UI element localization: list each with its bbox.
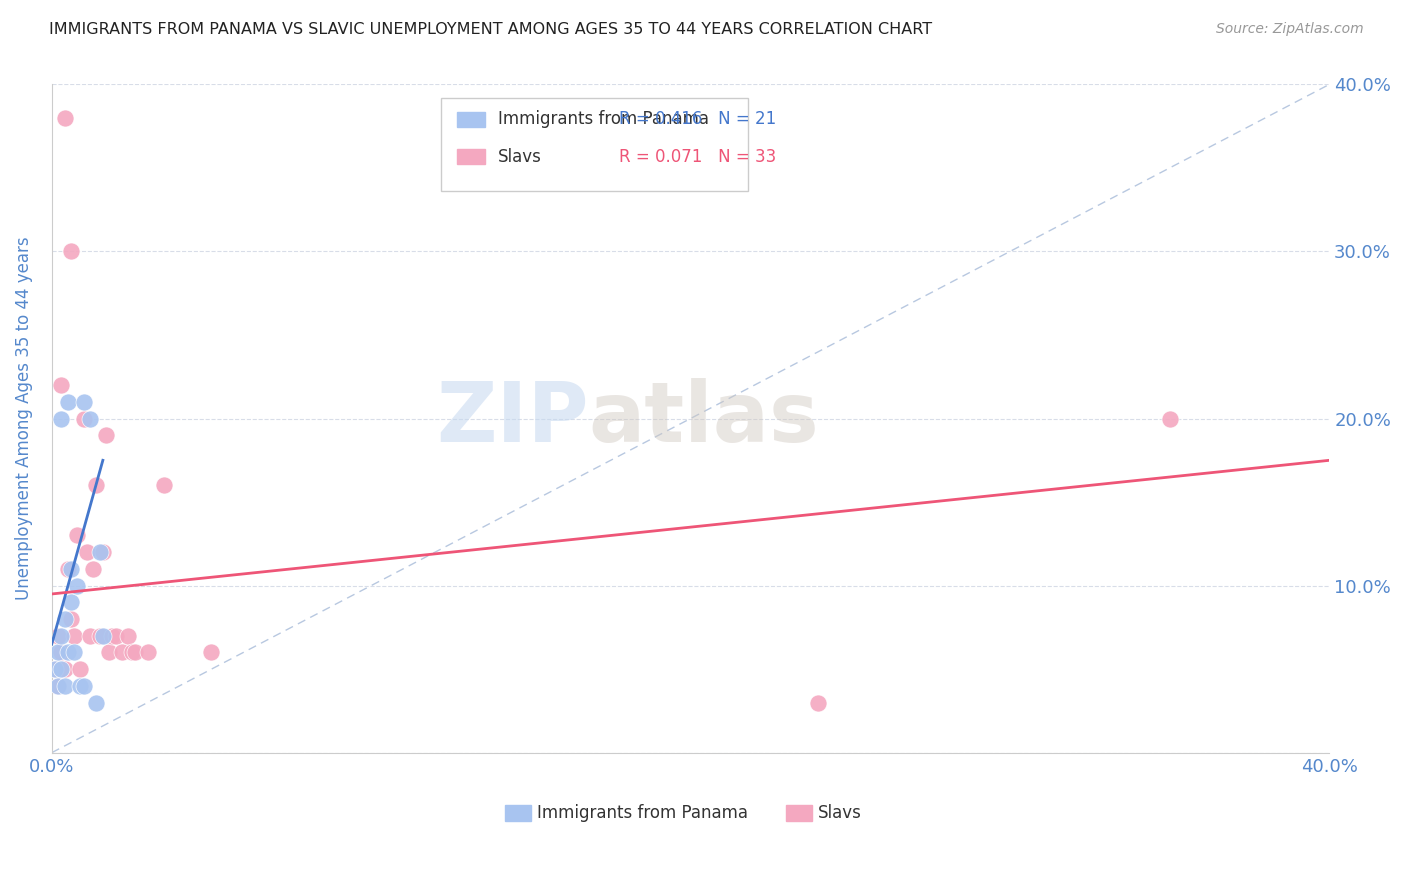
Point: [53, 662, 76, 676]
Point: [79, 629, 101, 643]
Point: [73, 395, 96, 409]
Point: [86, 696, 108, 710]
Point: [94, 428, 117, 442]
FancyBboxPatch shape: [457, 112, 485, 127]
Point: [63, 629, 86, 643]
Point: [51, 662, 73, 676]
Point: [53, 111, 76, 125]
FancyBboxPatch shape: [457, 149, 485, 164]
Point: [91, 629, 114, 643]
Point: [807, 696, 830, 710]
Point: [79, 411, 101, 425]
Point: [136, 645, 159, 659]
Point: [73, 411, 96, 425]
Point: [63, 645, 86, 659]
Point: [59, 244, 82, 259]
Point: [66, 528, 89, 542]
Point: [1159, 411, 1181, 425]
Point: [56, 395, 79, 409]
Point: [46, 679, 69, 693]
Point: [98, 645, 121, 659]
Point: [59, 612, 82, 626]
Text: Source: ZipAtlas.com: Source: ZipAtlas.com: [1216, 22, 1364, 37]
Text: IMMIGRANTS FROM PANAMA VS SLAVIC UNEMPLOYMENT AMONG AGES 35 TO 44 YEARS CORRELAT: IMMIGRANTS FROM PANAMA VS SLAVIC UNEMPLO…: [49, 22, 932, 37]
Point: [89, 545, 111, 559]
Text: R = 0.416   N = 21: R = 0.416 N = 21: [619, 111, 776, 128]
Point: [59, 595, 82, 609]
Point: [53, 679, 76, 693]
Point: [76, 545, 98, 559]
Y-axis label: Unemployment Among Ages 35 to 44 years: Unemployment Among Ages 35 to 44 years: [15, 236, 32, 600]
Point: [152, 478, 174, 492]
Text: R = 0.071   N = 33: R = 0.071 N = 33: [619, 147, 776, 166]
Text: Slavs: Slavs: [498, 147, 541, 166]
Point: [91, 545, 114, 559]
Point: [51, 645, 73, 659]
Point: [124, 645, 146, 659]
Text: ZIP: ZIP: [436, 378, 588, 459]
FancyBboxPatch shape: [441, 98, 748, 192]
Point: [69, 662, 91, 676]
Point: [53, 612, 76, 626]
Point: [44, 662, 66, 676]
Point: [104, 629, 127, 643]
Point: [51, 629, 73, 643]
Point: [44, 662, 66, 676]
Point: [51, 411, 73, 425]
Point: [121, 645, 143, 659]
Point: [101, 629, 124, 643]
Point: [46, 679, 69, 693]
Point: [46, 629, 69, 643]
Point: [73, 679, 96, 693]
Point: [56, 645, 79, 659]
Point: [117, 629, 139, 643]
Point: [51, 378, 73, 392]
Point: [86, 478, 108, 492]
Point: [111, 645, 134, 659]
Point: [59, 562, 82, 576]
Text: Immigrants from Panama: Immigrants from Panama: [537, 804, 748, 822]
Point: [82, 562, 104, 576]
Point: [89, 629, 111, 643]
FancyBboxPatch shape: [505, 805, 531, 821]
Text: Immigrants from Panama: Immigrants from Panama: [498, 111, 709, 128]
Point: [56, 562, 79, 576]
Point: [200, 645, 222, 659]
Point: [46, 645, 69, 659]
Point: [69, 679, 91, 693]
Text: atlas: atlas: [588, 378, 820, 459]
FancyBboxPatch shape: [786, 805, 811, 821]
Text: Slavs: Slavs: [818, 804, 862, 822]
Point: [66, 579, 89, 593]
